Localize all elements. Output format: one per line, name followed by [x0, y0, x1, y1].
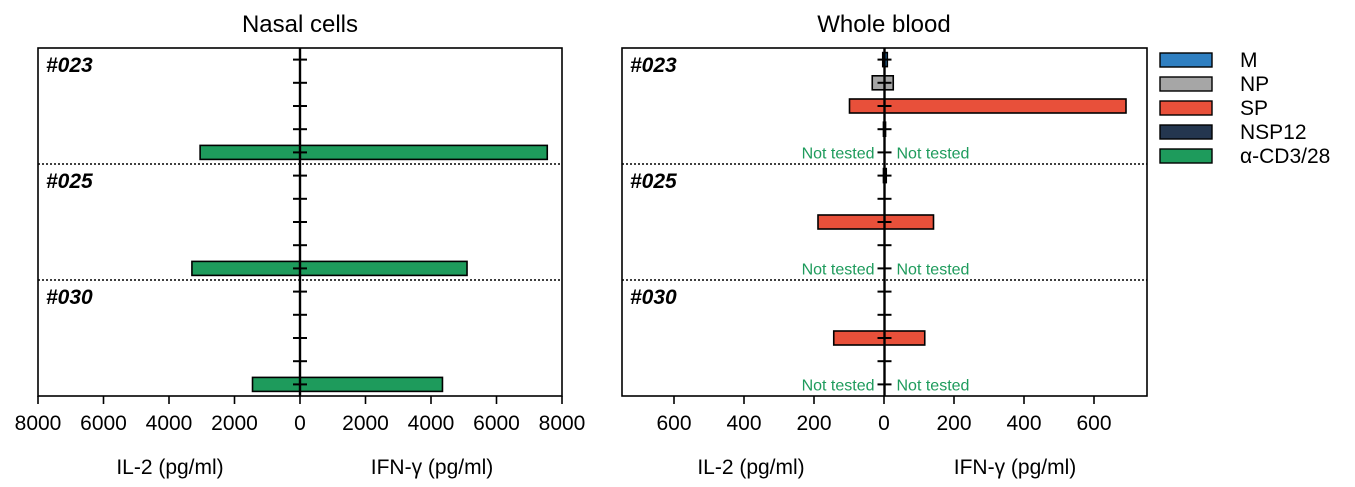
- group-label: #030: [46, 286, 93, 309]
- not-tested-label-il2: Not tested: [802, 377, 875, 394]
- legend-label: α-CD3/28: [1240, 145, 1330, 168]
- legend-label: SP: [1240, 97, 1268, 120]
- legend-swatch: [1159, 52, 1213, 68]
- legend-label: NP: [1240, 73, 1269, 96]
- x-tick-label: 200: [796, 412, 831, 435]
- x-tick-label: 8000: [539, 412, 586, 435]
- x-tick-label: 6000: [473, 412, 520, 435]
- x-tick-label: 2000: [342, 412, 389, 435]
- not-tested-label-ifng: Not tested: [897, 377, 970, 394]
- legend-label: NSP12: [1240, 121, 1307, 144]
- bar-sp: [817, 214, 935, 230]
- group-label: #030: [630, 286, 677, 309]
- group-label: #023: [46, 54, 93, 77]
- x-tick-label: 400: [726, 412, 761, 435]
- bar-cd328: [199, 144, 549, 161]
- x-tick-label: 4000: [408, 412, 455, 435]
- legend-swatch: [1159, 148, 1213, 164]
- x-tick-label: 400: [1006, 412, 1041, 435]
- nasal-xlabel-il2: IL-2 (pg/ml): [116, 456, 223, 479]
- whole-blood-panel: Whole blood IL-2 (pg/ml) IFN-γ (pg/ml) #…: [621, 11, 1148, 479]
- not-tested-label-il2: Not tested: [802, 261, 875, 278]
- bar-cd328: [191, 260, 468, 277]
- group-label: #025: [46, 170, 93, 193]
- x-tick-label: 2000: [211, 412, 258, 435]
- nasal-cells-panel: Nasal cells IL-2 (pg/ml) IFN-γ (pg/ml) #…: [15, 11, 586, 479]
- x-tick-label: 0: [878, 412, 890, 435]
- x-tick-label: 600: [656, 412, 691, 435]
- nasal-xlabel-ifng: IFN-γ (pg/ml): [371, 456, 494, 479]
- blood-title: Whole blood: [817, 11, 950, 38]
- x-tick-label: 8000: [15, 412, 62, 435]
- legend-swatch: [1159, 124, 1213, 140]
- legend-swatch: [1159, 100, 1213, 116]
- blood-xlabel-il2: IL-2 (pg/ml): [697, 456, 804, 479]
- blood-xlabel-ifng: IFN-γ (pg/ml): [954, 456, 1077, 479]
- x-tick-label: 4000: [146, 412, 193, 435]
- x-tick-label: 0: [294, 412, 306, 435]
- bar-sp: [848, 98, 1127, 114]
- x-tick-label: 600: [1076, 412, 1111, 435]
- not-tested-label-ifng: Not tested: [897, 145, 970, 162]
- group-label: #025: [630, 170, 677, 193]
- legend-swatch: [1159, 76, 1213, 92]
- bar-cd328: [251, 376, 444, 393]
- nasal-title: Nasal cells: [242, 11, 358, 38]
- legend-label: M: [1240, 49, 1258, 72]
- group-label: #023: [630, 54, 677, 77]
- x-tick-label: 200: [936, 412, 971, 435]
- not-tested-label-il2: Not tested: [802, 145, 875, 162]
- not-tested-label-ifng: Not tested: [897, 261, 970, 278]
- x-tick-label: 6000: [80, 412, 127, 435]
